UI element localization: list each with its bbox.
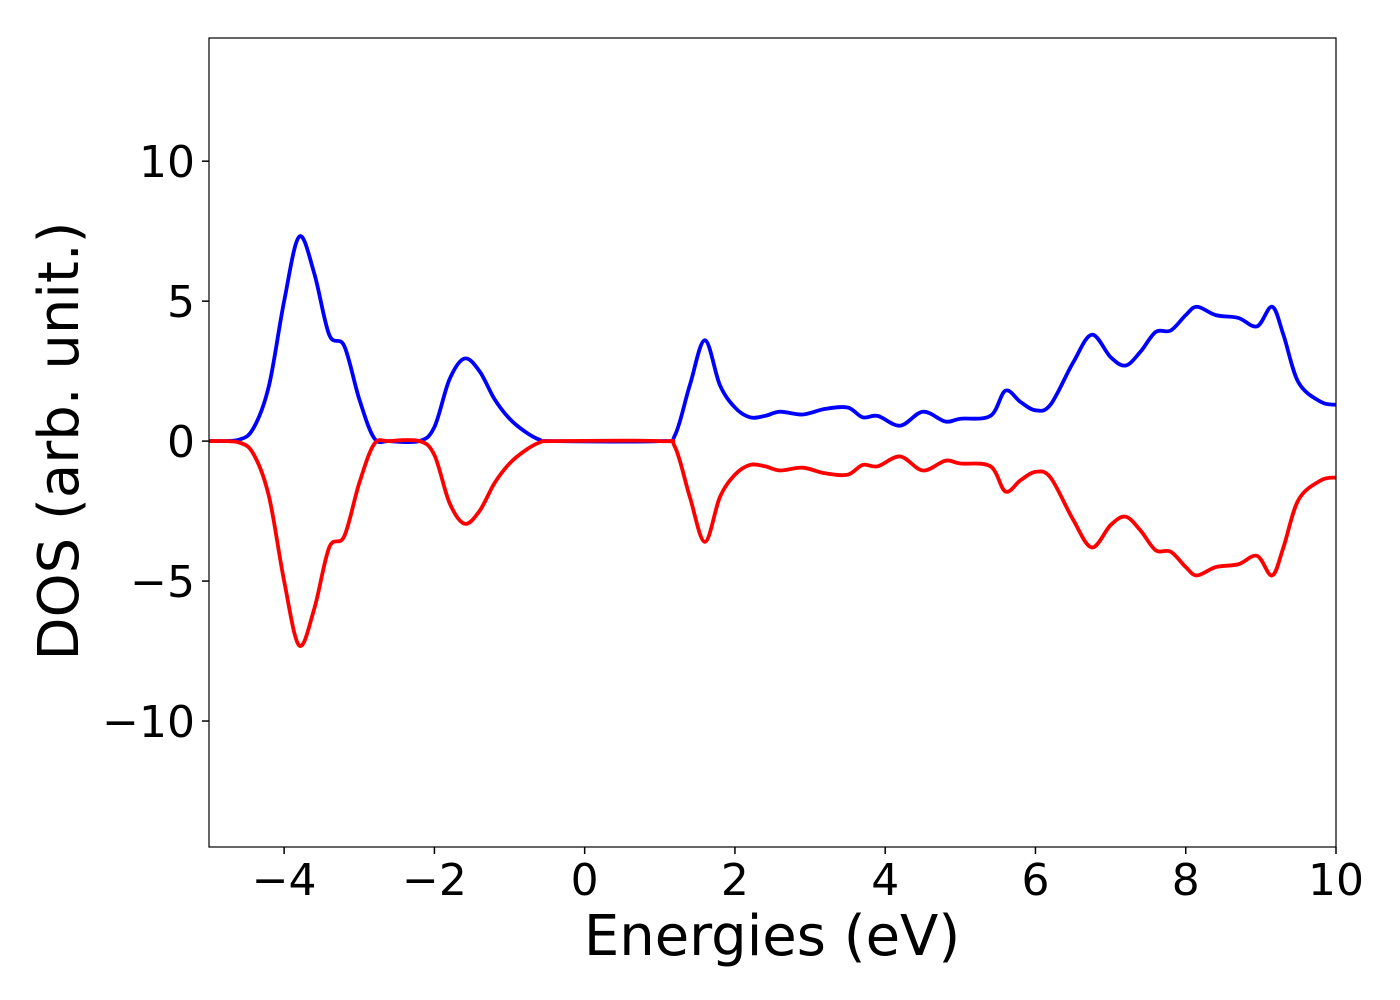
y-tick-label: 10 xyxy=(139,137,195,188)
x-tick-label: 4 xyxy=(871,855,899,906)
x-tick-label: −4 xyxy=(252,855,317,906)
dos-line xyxy=(208,438,1337,648)
y-tick-label: −5 xyxy=(130,557,195,608)
dos-line xyxy=(208,234,1337,445)
x-tick-label: 2 xyxy=(721,855,749,906)
x-tick-label: −2 xyxy=(402,855,467,906)
x-tick-label: 6 xyxy=(1021,855,1049,906)
y-axis-title: DOS (arb. unit.) xyxy=(27,221,92,660)
x-tick-label: 0 xyxy=(571,855,599,906)
x-axis-title: Energies (eV) xyxy=(584,904,960,969)
x-tick-label: 10 xyxy=(1308,855,1364,906)
y-tick-label: −10 xyxy=(102,697,195,748)
plot-frame xyxy=(208,37,1337,848)
y-tick-label: 0 xyxy=(167,417,195,468)
y-tick-label: 5 xyxy=(167,277,195,328)
x-tick-label: 8 xyxy=(1172,855,1200,906)
